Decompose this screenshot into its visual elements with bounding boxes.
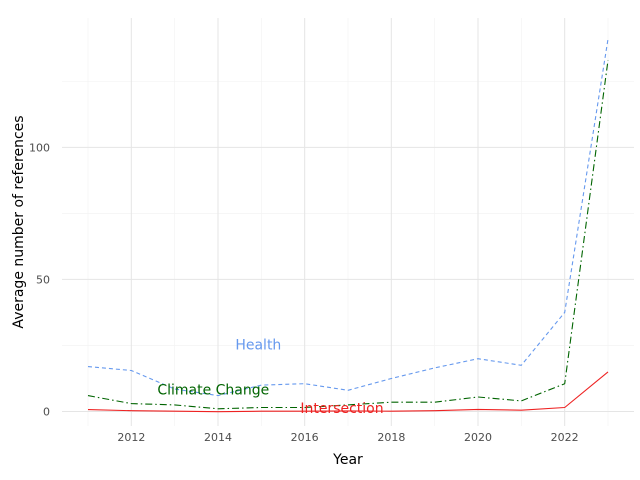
y-tick-label: 50 bbox=[36, 273, 50, 286]
x-tick-label: 2022 bbox=[551, 431, 579, 444]
x-tick-label: 2014 bbox=[204, 431, 232, 444]
series-lines bbox=[87, 39, 609, 413]
x-tick-label: 2018 bbox=[377, 431, 405, 444]
x-axis-tick-labels: 2012 2014 2016 2018 2020 2022 bbox=[117, 431, 578, 444]
major-gridlines bbox=[62, 18, 634, 426]
x-tick-label: 2012 bbox=[117, 431, 145, 444]
y-axis-title: Average number of references bbox=[11, 115, 27, 328]
series-line-climate-change bbox=[87, 60, 609, 410]
series-labels: Health Climate Change Intersection bbox=[157, 337, 383, 416]
x-tick-label: 2020 bbox=[464, 431, 492, 444]
series-label-climate-change: Climate Change bbox=[157, 382, 269, 398]
series-label-intersection: Intersection bbox=[300, 401, 383, 417]
series-label-health: Health bbox=[235, 337, 281, 353]
series-line-intersection bbox=[87, 371, 609, 413]
y-tick-label: 100 bbox=[29, 141, 50, 154]
x-axis-title: Year bbox=[332, 452, 363, 468]
x-tick-label: 2016 bbox=[291, 431, 319, 444]
y-tick-label: 0 bbox=[43, 405, 50, 418]
minor-gridlines bbox=[62, 18, 634, 426]
series-line-health bbox=[87, 39, 609, 397]
y-axis-tick-labels: 0 50 100 bbox=[29, 141, 50, 418]
